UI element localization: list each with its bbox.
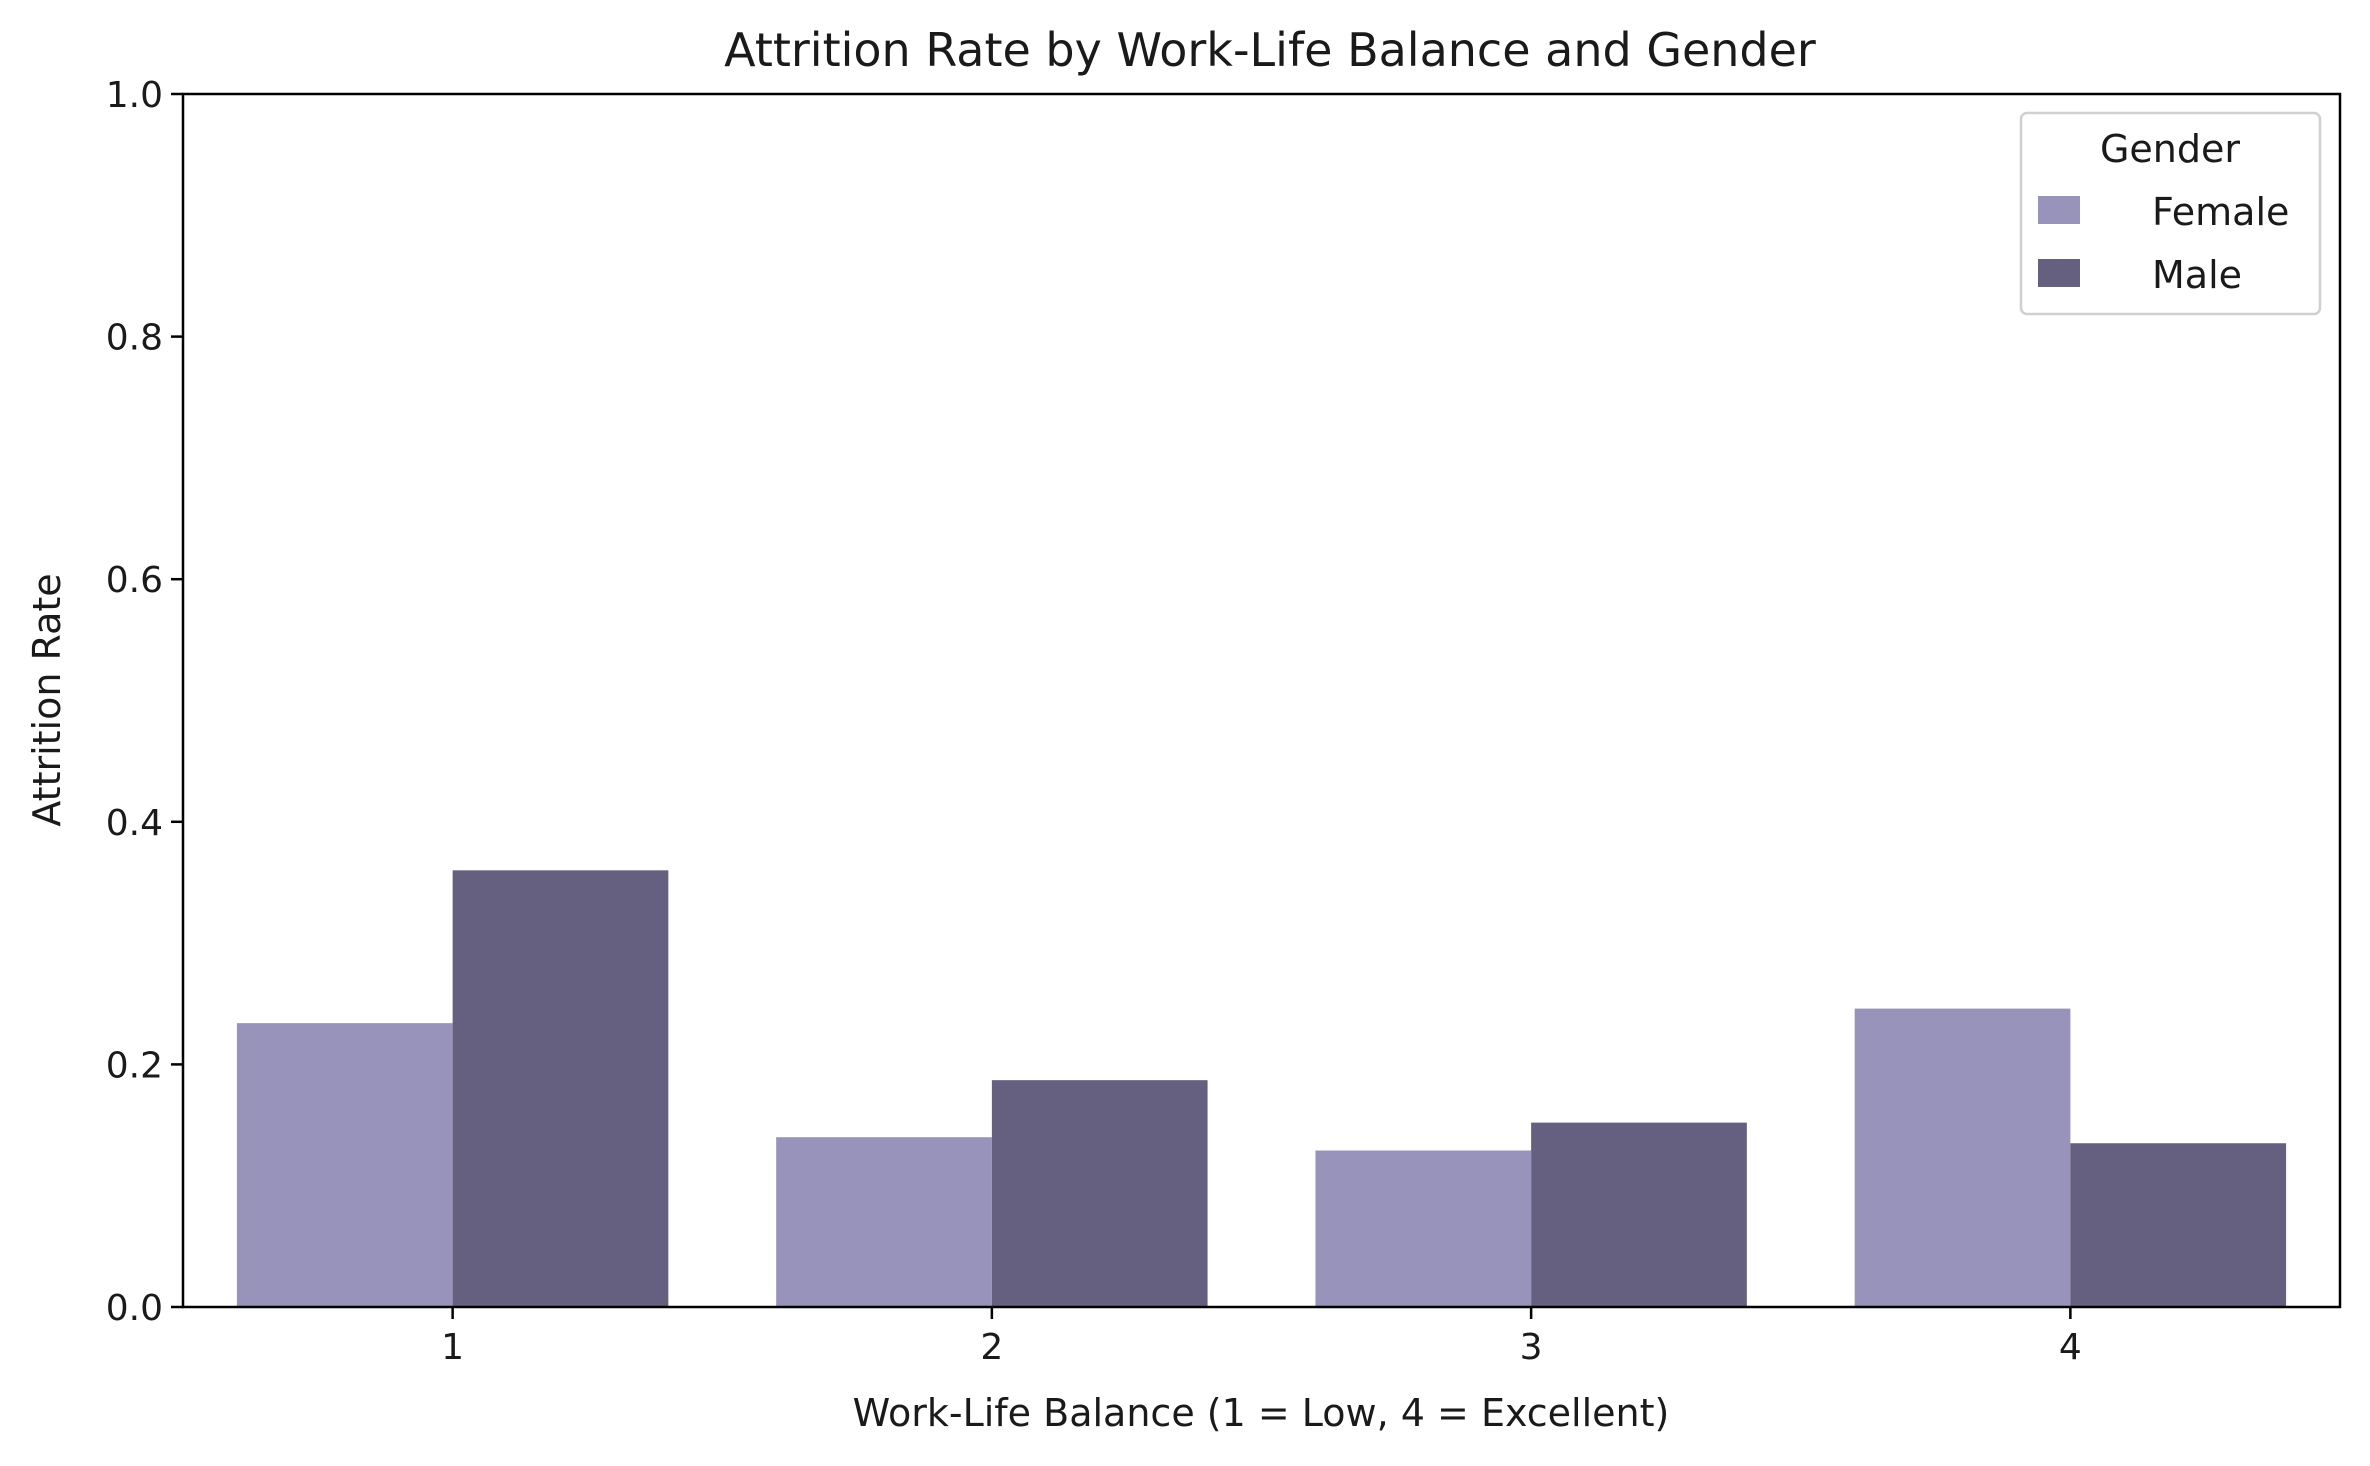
x-tick-label: 4 bbox=[2059, 1327, 2082, 1368]
x-tick-label: 1 bbox=[441, 1327, 464, 1368]
y-tick-label: 0.6 bbox=[106, 560, 163, 601]
x-tick-label: 3 bbox=[1520, 1327, 1543, 1368]
x-axis: 1 2 3 4 bbox=[441, 1307, 2082, 1368]
bar-male-4 bbox=[2070, 1143, 2287, 1307]
legend-label-female: Female bbox=[2152, 190, 2289, 234]
bar-female-2 bbox=[776, 1137, 992, 1307]
x-tick-label: 2 bbox=[980, 1327, 1003, 1368]
legend-box bbox=[2019, 111, 2322, 316]
legend-swatch-female bbox=[2038, 196, 2080, 224]
bar-female-4 bbox=[1854, 1008, 2071, 1307]
bar-female-3 bbox=[1315, 1150, 1532, 1307]
x-axis-label: Work-Life Balance (1 = Low, 4 = Excellen… bbox=[853, 1391, 1670, 1435]
plot-frame bbox=[181, 92, 2342, 1309]
legend-swatch-male bbox=[2038, 259, 2080, 287]
y-tick-label: 1.0 bbox=[106, 75, 163, 116]
y-tick-label: 0.2 bbox=[106, 1045, 163, 1086]
chart-title: Attrition Rate by Work-Life Balance and … bbox=[724, 23, 1816, 77]
y-axis: 0.0 0.2 0.4 0.6 0.8 1.0 bbox=[106, 75, 183, 1329]
y-tick-label: 0.4 bbox=[106, 803, 163, 844]
bar-female-1 bbox=[236, 1023, 453, 1307]
y-tick-label: 0.0 bbox=[106, 1288, 163, 1329]
bar-male-3 bbox=[1531, 1122, 1747, 1307]
y-tick-label: 0.8 bbox=[106, 318, 163, 359]
legend-title: Gender bbox=[2100, 127, 2240, 171]
bars bbox=[236, 870, 2287, 1307]
y-axis-label: Attrition Rate bbox=[25, 573, 69, 826]
bar-male-2 bbox=[991, 1080, 1208, 1307]
bar-male-1 bbox=[452, 870, 669, 1307]
plot-area bbox=[181, 92, 2342, 1309]
legend: Gender Female Male bbox=[2019, 111, 2322, 316]
legend-label-male: Male bbox=[2152, 253, 2242, 297]
